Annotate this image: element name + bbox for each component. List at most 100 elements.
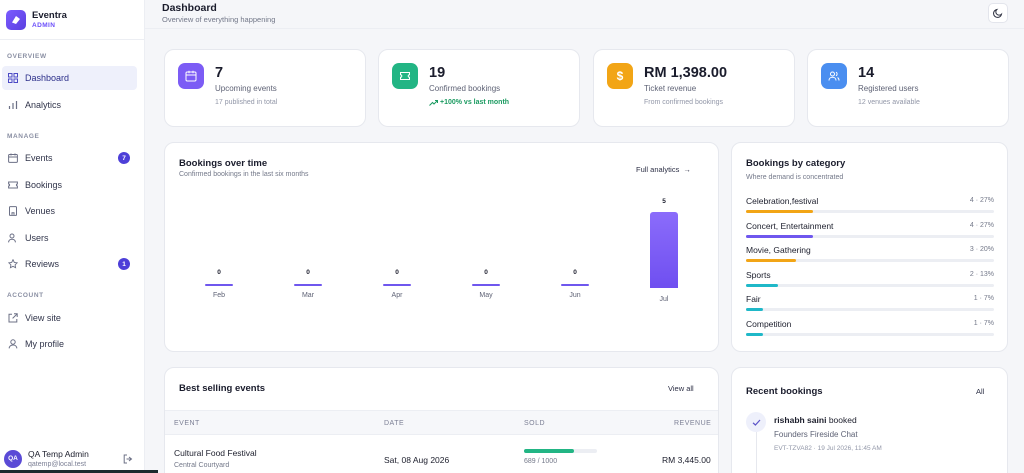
moon-icon [993,8,1003,18]
bar[interactable] [383,284,411,286]
sidebar-item-label: Events [25,153,53,163]
calendar-icon [178,63,204,89]
category-title: Bookings by category [746,158,846,169]
category-name: Movie, Gathering [746,245,811,256]
page-subtitle: Overview of everything happening [162,15,276,24]
column-header-sold: SOLD [524,420,546,427]
stat-value: 7 [215,65,224,81]
bar-category-label: May [479,292,493,299]
sidebar-item-label: Bookings [25,180,63,190]
stat-label: Upcoming events [215,84,277,93]
current-user[interactable]: QA QA Temp Admin qatemp@local.test [0,444,145,473]
stat-value: 14 [858,65,875,81]
theme-toggle-button[interactable] [988,3,1008,23]
view-all-link[interactable]: View all [668,384,694,393]
stat-card-revenue[interactable]: $ RM 1,398.00 Ticket revenue From confir… [593,49,795,127]
header-divider [145,28,1024,29]
category-bar-fill [746,283,779,287]
category-row: Movie, Gathering 3 · 20% [746,245,994,265]
chart-subtitle: Confirmed bookings in the last six month… [179,171,309,178]
events-count-badge: 7 [118,152,130,164]
brand[interactable]: Eventra ADMIN [0,0,144,40]
sidebar-item-label: Analytics [25,100,62,110]
bar-category-label: Feb [212,292,226,299]
category-bar-fill [746,234,813,238]
column-header-event: EVENT [174,420,200,427]
category-bar-track [746,210,994,213]
section-label-overview: OVERVIEW [7,53,47,60]
bottom-strip [0,470,158,473]
sidebar-item-my-profile[interactable]: My profile [2,332,137,356]
ticket-icon [7,180,18,191]
bar-value-label: 0 [217,269,221,276]
stat-card-bookings[interactable]: 19 Confirmed bookings +100% vs last mont… [378,49,580,127]
section-label-manage: MANAGE [7,133,40,140]
stat-label: Confirmed bookings [429,84,501,93]
sidebar: Eventra ADMIN OVERVIEW Dashboard Analyti… [0,0,158,473]
bar-value-label: 5 [662,198,666,205]
star-icon [7,259,18,270]
best-selling-title: Best selling events [179,383,266,394]
sidebar-item-label: Dashboard [25,73,70,83]
event-name: Cultural Food Festival [174,448,257,458]
stat-note: From confirmed bookings [644,99,723,106]
category-subtitle: Where demand is concentrated [746,174,844,181]
bar[interactable] [650,212,678,288]
stat-card-users[interactable]: 14 Registered users 12 venues available [807,49,1009,127]
stat-note: 17 published in total [215,99,278,106]
arrow-right-icon: → [683,165,691,174]
event-revenue: RM 3,445.00 [662,455,711,465]
sold-progress-fill [524,449,575,453]
category-bar-fill [746,210,813,213]
column-header-date: DATE [384,420,405,427]
stat-card-events[interactable]: 7 Upcoming events 17 published in total [164,49,366,127]
trend-up-icon [429,99,438,106]
category-name: Sports [746,269,771,280]
category-name: Celebration,festival [746,196,819,206]
category-value: 1 · 7% [973,320,994,327]
category-bar-track [746,308,994,312]
category-bar-track [746,283,994,287]
sidebar-item-dashboard[interactable]: Dashboard [2,66,137,90]
full-analytics-link[interactable]: Full analytics → [636,165,691,174]
avatar: QA [4,449,22,468]
bar[interactable] [561,284,589,286]
stat-label: Ticket revenue [644,84,697,93]
sold-progress-bar [524,449,597,453]
ticket-icon [392,63,418,89]
sidebar-item-reviews[interactable]: Reviews 1 [2,252,137,276]
all-bookings-link[interactable]: All [976,387,985,396]
event-venue: Central Courtyard [174,462,230,469]
full-analytics-label: Full analytics [636,165,680,174]
users-icon [821,63,847,89]
section-label-account: ACCOUNT [7,292,44,299]
user-name: QA Temp Admin [28,448,89,459]
dollar-icon: $ [607,63,633,89]
category-row: Concert, Entertainment 4 · 27% [746,221,994,241]
sidebar-item-users[interactable]: Users [2,226,137,250]
category-name: Competition [746,319,792,329]
bar[interactable] [294,284,322,286]
logo-icon [6,9,26,30]
bar-category-label: Jul [659,296,669,303]
category-bar-fill [746,259,796,263]
bar-category-label: Mar [301,292,315,299]
bar-value-label: 0 [395,269,399,276]
stat-note: 12 venues available [858,99,920,106]
sidebar-item-events[interactable]: Events 7 [2,146,137,170]
category-bar-track [746,234,994,238]
sidebar-item-venues[interactable]: Venues [2,199,137,223]
bar[interactable] [205,284,233,286]
bar-value-label: 0 [573,269,577,276]
stat-value: 19 [429,65,446,81]
brand-role: ADMIN [32,21,56,29]
logout-icon[interactable] [121,452,135,466]
sidebar-item-analytics[interactable]: Analytics [2,93,137,117]
chart-title: Bookings over time [179,158,268,169]
bar-category-label: Apr [391,292,403,299]
table-header [165,410,718,435]
bar[interactable] [472,284,500,286]
sidebar-item-bookings[interactable]: Bookings [2,173,137,197]
bar-value-label: 0 [306,269,310,276]
sidebar-item-view-site[interactable]: View site [2,306,137,330]
